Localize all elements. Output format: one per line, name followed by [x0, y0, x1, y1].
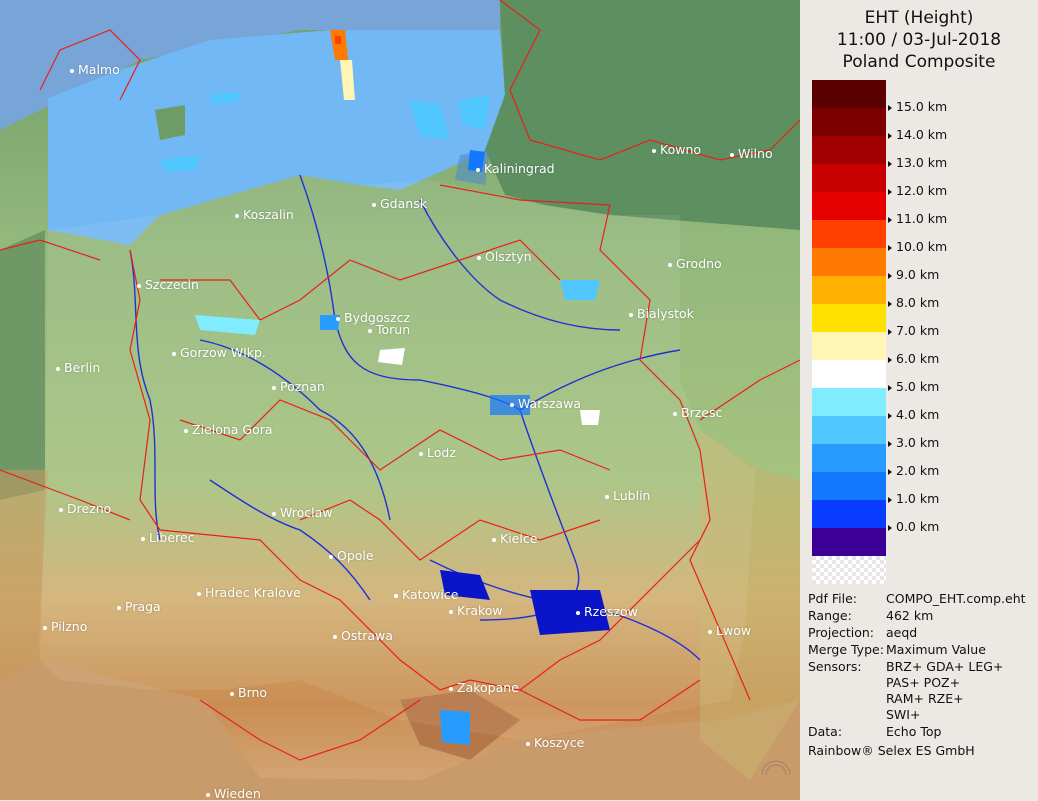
info-sensors-line2: PAS+ POZ+	[886, 675, 961, 690]
info-data-key: Data:	[808, 724, 843, 739]
city-praga: Praga	[117, 599, 161, 614]
scale-swatch	[812, 472, 886, 500]
scale-swatch	[812, 108, 886, 136]
info-pdf-value: COMPO_EHT.comp.eht	[886, 591, 1026, 606]
city-olsztyn: Olsztyn	[477, 249, 532, 264]
city-ostrawa: Ostrawa	[333, 628, 393, 643]
scale-swatch	[812, 528, 886, 556]
city-wroclaw: Wroclaw	[272, 505, 333, 520]
info-sensors-line4: SWI+	[886, 707, 921, 722]
scale-swatch	[812, 332, 886, 360]
city-zakopane: Zakopane	[449, 680, 519, 695]
scale-label: 9.0 km	[888, 267, 939, 282]
city-berlin: Berlin	[56, 360, 100, 375]
scale-swatch	[812, 500, 886, 528]
scale-swatch	[812, 80, 886, 108]
scale-swatch	[812, 192, 886, 220]
legend-panel: EHT (Height) 11:00 / 03-Jul-2018 Poland …	[800, 0, 1038, 800]
city-lodz: Lodz	[419, 445, 456, 460]
scale-label: 14.0 km	[888, 127, 947, 142]
scale-swatch	[812, 220, 886, 248]
city-malmo: Malmo	[70, 62, 120, 77]
scale-label: 13.0 km	[888, 155, 947, 170]
info-merge-key: Merge Type:	[808, 642, 884, 657]
city-brzesc: Brzesc	[673, 405, 722, 420]
scale-label: 8.0 km	[888, 295, 939, 310]
scale-swatch	[812, 276, 886, 304]
city-kaliningrad: Kaliningrad	[476, 161, 555, 176]
city-katowice: Katowice	[394, 587, 458, 602]
scale-swatch	[812, 164, 886, 192]
info-sensors-key: Sensors:	[808, 659, 862, 674]
info-merge-value: Maximum Value	[886, 642, 986, 657]
info-range-value: 462 km	[886, 608, 934, 623]
city-kowno: Kowno	[652, 142, 701, 157]
city-bialystok: Bialystok	[629, 306, 694, 321]
city-poznan: Poznan	[272, 379, 325, 394]
scale-label: 15.0 km	[888, 99, 947, 114]
scale-label: 7.0 km	[888, 323, 939, 338]
city-torun: Torun	[368, 322, 410, 337]
city-gdansk: Gdansk	[372, 196, 427, 211]
scale-swatch	[812, 248, 886, 276]
scale-label: 6.0 km	[888, 351, 939, 366]
city-opole: Opole	[329, 548, 374, 563]
scale-swatch	[812, 360, 886, 388]
credit-text: Rainbow® Selex ES GmbH	[808, 743, 975, 758]
scale-label: 3.0 km	[888, 435, 939, 450]
scale-label: 11.0 km	[888, 211, 947, 226]
info-range-key: Range:	[808, 608, 852, 623]
info-projection-value: aeqd	[886, 625, 918, 640]
city-bydgoszcz: Bydgoszcz	[336, 310, 410, 325]
city-warszawa: Warszawa	[510, 396, 581, 411]
scale-swatch	[812, 136, 886, 164]
info-projection-key: Projection:	[808, 625, 875, 640]
city-pilzno: Pilzno	[43, 619, 87, 634]
city-koszalin: Koszalin	[235, 207, 294, 222]
city-szczecin: Szczecin	[137, 277, 199, 292]
city-krakow: Krakow	[449, 603, 503, 618]
city-lublin: Lublin	[605, 488, 650, 503]
scale-swatch	[812, 388, 886, 416]
city-brno: Brno	[230, 685, 267, 700]
nodata-swatch	[812, 556, 886, 584]
scale-label: 5.0 km	[888, 379, 939, 394]
info-sensors-line1: BRZ+ GDA+ LEG+	[886, 659, 1004, 674]
city-kielce: Kielce	[492, 531, 537, 546]
city-liberec: Liberec	[141, 530, 195, 545]
info-pdf-key: Pdf File:	[808, 591, 857, 606]
scale-swatch	[812, 444, 886, 472]
city-gorzow: Gorzow Wlkp.	[172, 345, 266, 360]
city-drezno: Drezno	[59, 501, 111, 516]
scale-label: 12.0 km	[888, 183, 947, 198]
city-grodno: Grodno	[668, 256, 722, 271]
city-hradec-kralove: Hradec Kralove	[197, 585, 301, 600]
scale-label: 2.0 km	[888, 463, 939, 478]
rainbow-logo	[761, 760, 791, 776]
radar-map[interactable]	[0, 0, 800, 800]
scale-swatch	[812, 304, 886, 332]
scale-label: 1.0 km	[888, 491, 939, 506]
city-lwow: Lwow	[708, 623, 751, 638]
scale-label: 4.0 km	[888, 407, 939, 422]
composite-name: Poland Composite	[842, 52, 996, 72]
info-sensors-line3: RAM+ RZE+	[886, 691, 964, 706]
city-koszyce: Koszyce	[526, 735, 584, 750]
city-wieden: Wieden	[206, 786, 261, 801]
map-background	[0, 0, 800, 800]
scale-label: 10.0 km	[888, 239, 947, 254]
scale-swatch	[812, 416, 886, 444]
timestamp: 11:00 / 03-Jul-2018	[836, 30, 1002, 50]
product-title: EHT (Height)	[864, 8, 974, 28]
city-rzeszow: Rzeszow	[576, 604, 638, 619]
info-data-value: Echo Top	[886, 724, 942, 739]
city-zielona-gora: Zielona Gora	[184, 422, 273, 437]
city-wilno: Wilno	[730, 146, 773, 161]
scale-label: 0.0 km	[888, 519, 939, 534]
